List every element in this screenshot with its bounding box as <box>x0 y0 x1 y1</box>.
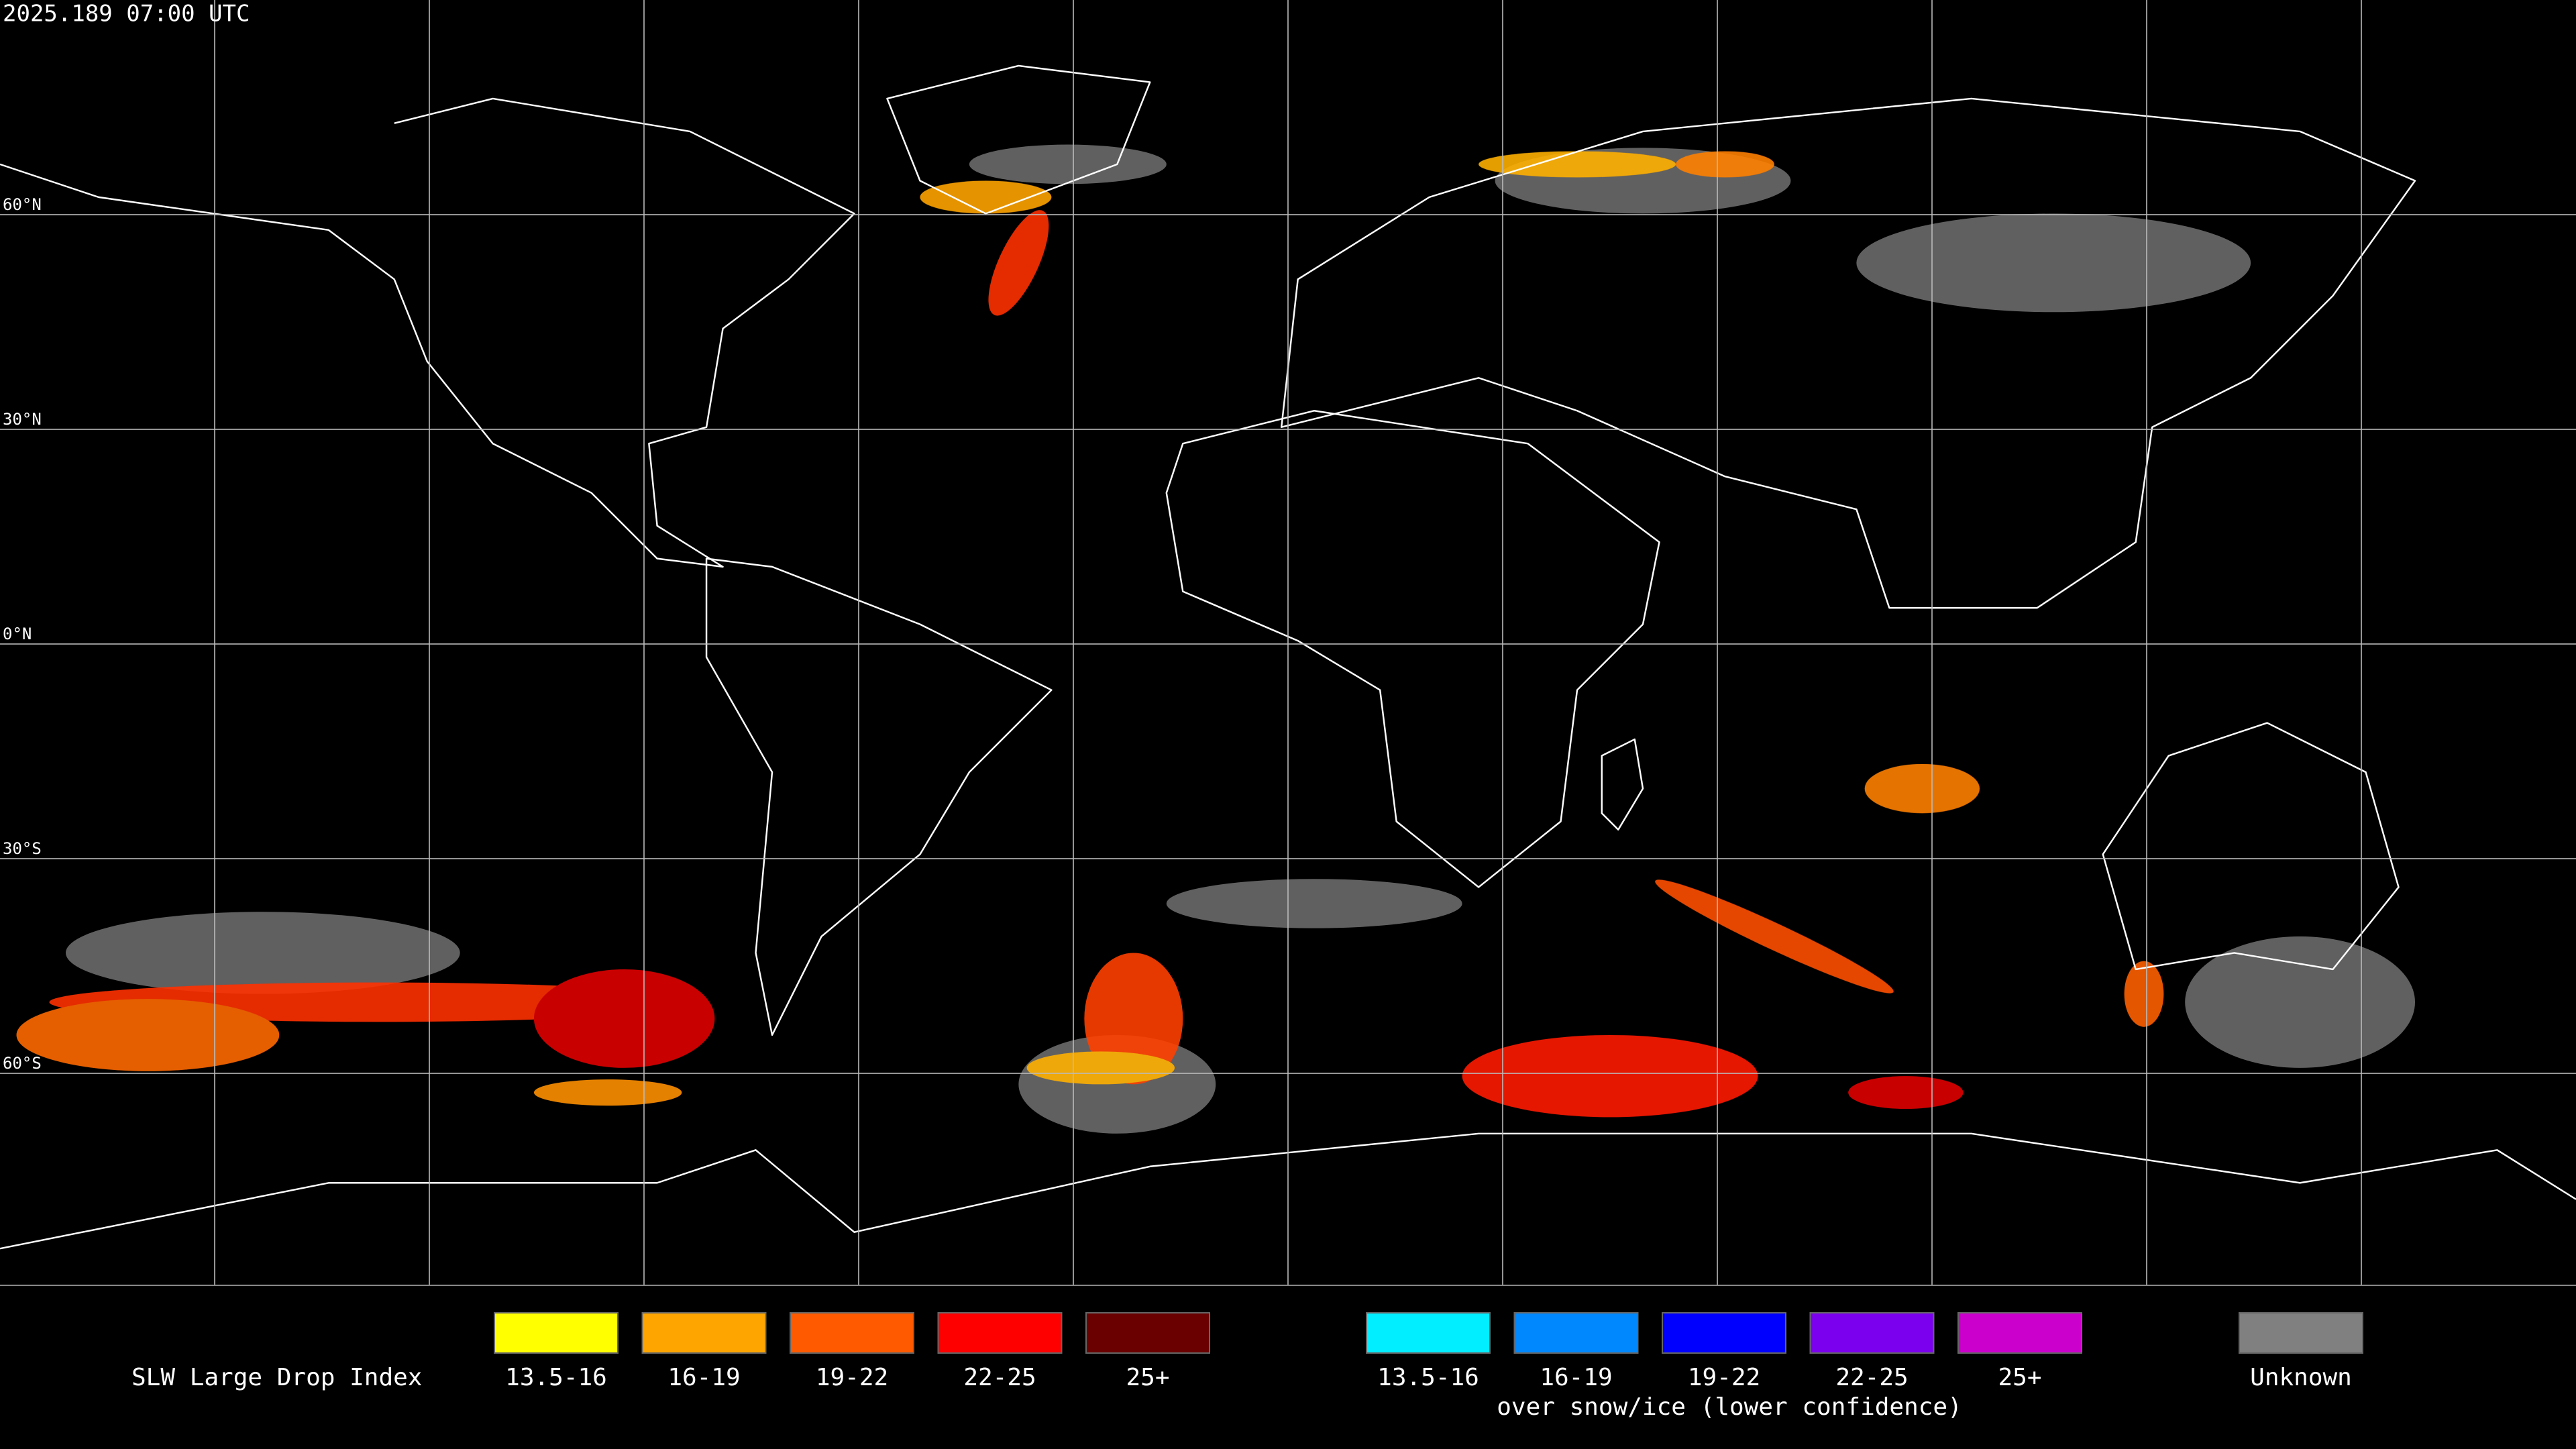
legend-swatch <box>2239 1312 2363 1354</box>
legend-label: 13.5-16 <box>1377 1364 1479 1391</box>
legend-swatch <box>1366 1312 1491 1354</box>
legend-label: 25+ <box>1998 1364 2041 1391</box>
legend-swatch <box>1513 1312 1639 1354</box>
latitude-label: 30°N <box>3 410 42 429</box>
legend-label: 22-25 <box>1835 1364 1908 1391</box>
coastlines <box>0 64 2576 1250</box>
legend-label: 16-19 <box>667 1364 740 1391</box>
legend-label: 19-22 <box>1688 1364 1760 1391</box>
map <box>0 0 2576 1285</box>
latitude-label: 0°N <box>3 625 32 643</box>
legend-label: 19-22 <box>816 1364 888 1391</box>
snow-caption: over snow/ice (lower confidence) <box>1497 1393 1962 1421</box>
legend-swatch <box>1957 1312 2082 1354</box>
legend-label: 13.5-16 <box>505 1364 607 1391</box>
legend-swatch <box>790 1312 914 1354</box>
latitude-label: 60°S <box>3 1054 42 1073</box>
legend-title: SLW Large Drop Index <box>131 1364 422 1391</box>
latitude-label: 60°N <box>3 195 42 214</box>
legend-swatch <box>1085 1312 1210 1354</box>
legend-label: 16-19 <box>1540 1364 1612 1391</box>
legend-swatch <box>494 1312 619 1354</box>
timestamp: 2025.189 07:00 UTC <box>3 1 250 28</box>
legend-swatch <box>641 1312 767 1354</box>
legend-swatch <box>1662 1312 1786 1354</box>
legend-label: Unknown <box>2250 1364 2352 1391</box>
legend-swatch <box>937 1312 1063 1354</box>
legend-swatch <box>1809 1312 1935 1354</box>
legend-label: 25+ <box>1126 1364 1169 1391</box>
legend-label: 22-25 <box>963 1364 1036 1391</box>
latitude-label: 30°S <box>3 839 42 858</box>
